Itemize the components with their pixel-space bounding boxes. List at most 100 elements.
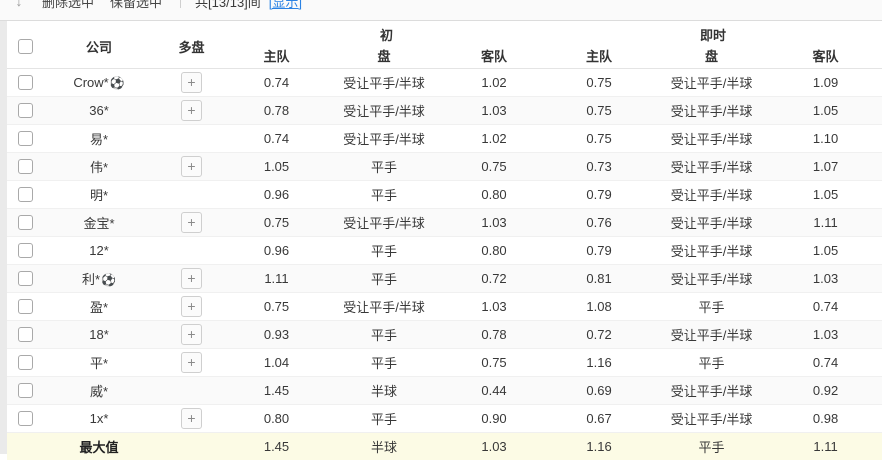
init-away-odds: 0.80 — [444, 236, 545, 265]
table-row: 12* 0.96 平手 0.80 0.79 受让平手/半球 1.05 — [7, 236, 882, 265]
expand-plus-button[interactable]: + — [181, 295, 202, 317]
delete-selected-button[interactable]: 删除选中 — [42, 0, 95, 10]
init-home-odds: 0.80 — [229, 404, 324, 433]
max-live-away: 1.11 — [769, 431, 882, 460]
init-home-odds: 0.93 — [229, 320, 324, 349]
init-handicap: 平手 — [324, 320, 444, 349]
column-header-live-away: 客队 — [769, 44, 882, 68]
select-all-checkbox[interactable] — [18, 39, 33, 55]
row-checkbox[interactable] — [18, 383, 33, 399]
show-link[interactable]: [显示] — [268, 0, 303, 10]
init-away-odds: 1.02 — [444, 68, 545, 97]
table-row: 1x* +0.80 平手 0.90 0.67 受让平手/半球 0.98 — [7, 404, 882, 433]
footer-empty-cell — [154, 431, 229, 460]
init-away-odds: 0.72 — [444, 264, 545, 293]
row-checkbox[interactable] — [18, 355, 33, 371]
live-handicap: 平手 — [654, 348, 770, 377]
table-row: 伟* +1.05 平手 0.75 0.73 受让平手/半球 1.07 — [7, 152, 882, 181]
max-live-home: 1.16 — [544, 431, 655, 460]
table-row: 利*⚽ +1.11 平手 0.72 0.81 受让平手/半球 1.03 — [7, 264, 882, 293]
max-init-handicap: 半球 — [324, 431, 444, 460]
multi-handicap-cell: + — [154, 68, 229, 97]
live-handicap: 受让平手/半球 — [654, 236, 770, 265]
init-home-odds: 0.74 — [229, 68, 324, 97]
init-home-odds: 1.04 — [229, 348, 324, 377]
live-away-odds: 1.03 — [769, 264, 882, 293]
row-checkbox[interactable] — [18, 271, 33, 287]
table-row: 明* 0.96 平手 0.80 0.79 受让平手/半球 1.05 — [7, 180, 882, 209]
live-handicap: 受让平手/半球 — [654, 152, 770, 181]
multi-handicap-cell — [154, 124, 229, 153]
row-checkbox[interactable] — [18, 103, 33, 119]
expand-plus-button[interactable]: + — [181, 351, 202, 373]
max-value-row: 最大值 1.45 半球 1.03 1.16 平手 1.11 — [7, 431, 882, 460]
row-checkbox[interactable] — [18, 131, 33, 147]
live-away-odds: 1.11 — [769, 208, 882, 237]
table-row: 平* +1.04 平手 0.75 1.16 平手 0.74 — [7, 348, 882, 377]
table-row: Crow*⚽ +0.74 受让平手/半球 1.02 0.75 受让平手/半球 1.09 — [7, 68, 882, 97]
init-handicap: 平手 — [324, 348, 444, 377]
expand-plus-button[interactable]: + — [181, 211, 202, 233]
live-home-odds: 0.73 — [544, 152, 655, 181]
row-checkbox-cell — [7, 208, 44, 237]
init-handicap: 平手 — [324, 404, 444, 433]
init-home-odds: 1.05 — [229, 152, 324, 181]
company-cell: 威* — [44, 376, 154, 405]
row-checkbox[interactable] — [18, 215, 33, 231]
init-home-odds: 0.96 — [229, 180, 324, 209]
init-handicap: 受让平手/半球 — [324, 124, 444, 153]
company-name: 利* — [81, 271, 101, 287]
table-row: 18* +0.93 平手 0.78 0.72 受让平手/半球 1.03 — [7, 320, 882, 349]
max-init-away: 1.03 — [444, 431, 545, 460]
row-checkbox-cell — [7, 124, 44, 153]
company-name: 金宝* — [83, 215, 115, 231]
row-checkbox-cell — [7, 264, 44, 293]
live-handicap: 受让平手/半球 — [654, 376, 770, 405]
company-name: 平* — [89, 355, 109, 371]
max-live-handicap: 平手 — [654, 431, 770, 460]
live-handicap: 受让平手/半球 — [654, 404, 770, 433]
sort-arrow-icon[interactable]: ↓ — [15, 0, 23, 9]
multi-handicap-cell — [154, 236, 229, 265]
company-name: 易* — [89, 131, 109, 147]
multi-handicap-cell — [154, 376, 229, 405]
row-checkbox[interactable] — [18, 75, 33, 91]
footer-empty-cell — [7, 431, 44, 460]
row-checkbox[interactable] — [18, 411, 33, 427]
init-away-odds: 0.78 — [444, 320, 545, 349]
init-away-odds: 0.44 — [444, 376, 545, 405]
expand-plus-button[interactable]: + — [181, 323, 202, 345]
company-name: 1x* — [89, 410, 109, 426]
column-header-init-home: 主队 — [229, 44, 324, 68]
toolbar-divider — [180, 0, 182, 8]
keep-selected-button[interactable]: 保留选中 — [110, 0, 163, 10]
live-home-odds: 0.72 — [544, 320, 655, 349]
group-header-live: 即时 — [544, 21, 882, 44]
table-row: 金宝* +0.75 受让平手/半球 1.03 0.76 受让平手/半球 1.11 — [7, 208, 882, 237]
live-handicap: 受让平手/半球 — [654, 264, 770, 293]
row-checkbox[interactable] — [18, 327, 33, 343]
row-checkbox-cell — [7, 96, 44, 125]
expand-plus-button[interactable]: + — [181, 407, 202, 429]
live-away-odds: 0.98 — [769, 404, 882, 433]
company-cell: 明* — [44, 180, 154, 209]
init-home-odds: 1.45 — [229, 376, 324, 405]
expand-plus-button[interactable]: + — [181, 71, 202, 93]
row-checkbox[interactable] — [18, 187, 33, 203]
expand-plus-button[interactable]: + — [181, 99, 202, 121]
row-checkbox-cell — [7, 404, 44, 433]
row-checkbox-cell — [7, 236, 44, 265]
row-checkbox[interactable] — [18, 243, 33, 259]
init-handicap: 受让平手/半球 — [324, 208, 444, 237]
live-handicap: 受让平手/半球 — [654, 320, 770, 349]
init-handicap: 平手 — [324, 152, 444, 181]
company-cell: 伟* — [44, 152, 154, 181]
expand-plus-button[interactable]: + — [181, 155, 202, 177]
live-away-odds: 0.74 — [769, 292, 882, 321]
live-away-odds: 1.07 — [769, 152, 882, 181]
expand-plus-button[interactable]: + — [181, 267, 202, 289]
column-header-multi: 多盘 — [154, 21, 229, 68]
row-checkbox[interactable] — [18, 299, 33, 315]
row-checkbox[interactable] — [18, 159, 33, 175]
live-handicap: 平手 — [654, 292, 770, 321]
